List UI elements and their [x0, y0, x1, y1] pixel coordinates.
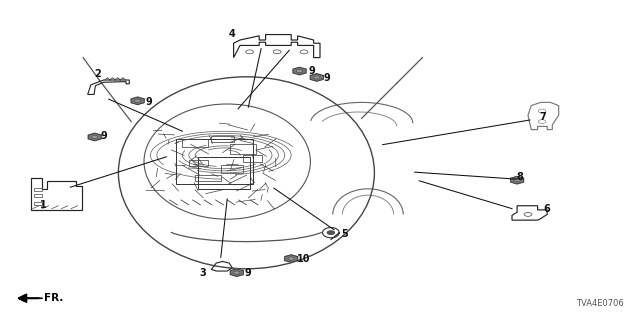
Polygon shape [230, 269, 243, 276]
Text: 8: 8 [516, 172, 523, 182]
Text: 9: 9 [323, 73, 330, 84]
Circle shape [327, 231, 335, 235]
Text: 10: 10 [297, 253, 311, 264]
Polygon shape [88, 133, 101, 141]
Polygon shape [285, 255, 298, 262]
Circle shape [296, 69, 303, 73]
Bar [211, 136, 234, 142]
Bar [34, 202, 42, 205]
Circle shape [134, 99, 141, 102]
Bar [243, 155, 262, 162]
Polygon shape [131, 97, 144, 105]
Circle shape [234, 271, 240, 274]
Circle shape [288, 257, 294, 260]
Polygon shape [293, 67, 306, 75]
Bar [230, 144, 256, 154]
Text: 9: 9 [309, 66, 316, 76]
Polygon shape [511, 176, 524, 184]
Bar [34, 194, 42, 197]
Bar [189, 160, 208, 166]
Text: FR.: FR. [44, 293, 63, 303]
Circle shape [514, 179, 520, 182]
Text: 6: 6 [544, 204, 550, 214]
Text: 7: 7 [540, 112, 546, 122]
Bar [195, 175, 221, 181]
Polygon shape [310, 74, 323, 81]
Text: 1: 1 [40, 200, 46, 211]
Text: 9: 9 [145, 97, 152, 108]
Bar [182, 139, 208, 147]
Text: 2: 2 [95, 69, 101, 79]
Circle shape [314, 76, 320, 79]
Bar [34, 188, 42, 191]
Polygon shape [323, 228, 339, 238]
Text: 3: 3 [200, 268, 206, 278]
Text: 4: 4 [229, 28, 236, 39]
Text: 9: 9 [101, 131, 108, 141]
Bar [221, 165, 243, 173]
Circle shape [92, 135, 98, 139]
Text: TVA4E0706: TVA4E0706 [576, 299, 624, 308]
Text: 5: 5 [341, 229, 348, 239]
Text: 9: 9 [244, 268, 251, 278]
